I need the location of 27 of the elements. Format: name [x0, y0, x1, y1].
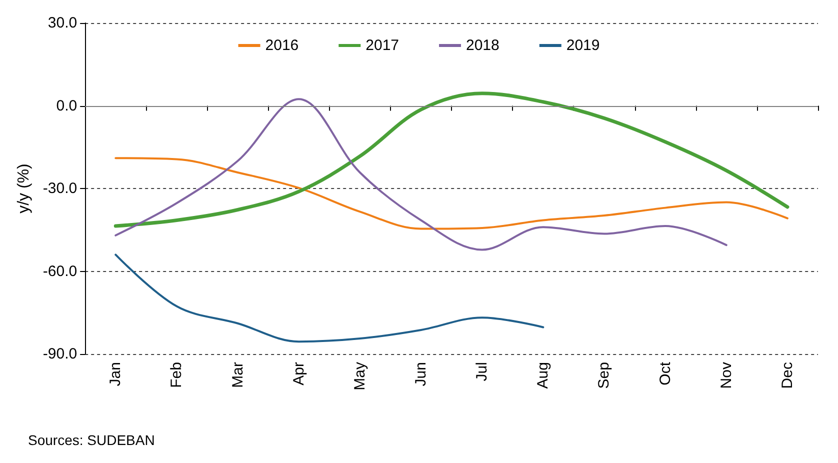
line-series	[114, 98, 728, 251]
x-tick-label: Feb	[168, 362, 186, 388]
line-series	[114, 254, 544, 343]
x-tick-label: May	[351, 362, 368, 390]
x-tick-label: Mar	[229, 362, 246, 388]
y-tick-label: -60.0	[42, 262, 78, 280]
x-tick-label: Aug	[534, 362, 552, 389]
x-tick-label: Jan	[107, 362, 124, 386]
y-tick-label: -90.0	[42, 346, 78, 362]
y-tick-label: 0.0	[56, 97, 78, 114]
legend-label: 2016	[265, 37, 299, 54]
line-series	[114, 157, 788, 230]
legend-label: 2018	[466, 37, 500, 54]
source-note: Sources: SUDEBAN	[28, 432, 155, 448]
y-axis-title: y/y (%)	[16, 164, 32, 214]
y-tick-label: 30.0	[48, 14, 78, 32]
x-tick-label: Dec	[778, 362, 796, 389]
x-tick-label: Nov	[718, 362, 735, 389]
x-tick-label: Oct	[656, 361, 674, 386]
x-tick-label: Jul	[474, 362, 491, 382]
legend-label: 2017	[366, 37, 400, 54]
x-tick-label: Jun	[412, 362, 430, 386]
legend-label: 2019	[566, 37, 600, 54]
x-tick-label: Apr	[290, 362, 308, 386]
x-tick-label: Sep	[596, 362, 613, 389]
line-series	[114, 92, 790, 228]
y-tick-label: -30.0	[42, 180, 78, 197]
